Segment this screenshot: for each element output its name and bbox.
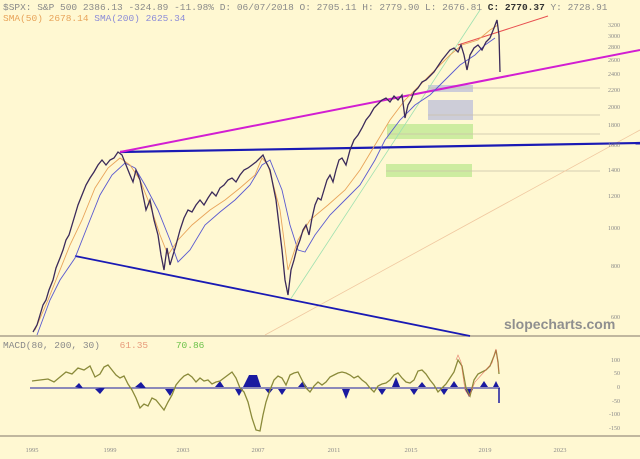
quote-header: $SPX: S&P 500 2386.13 -324.89 -11.98% D:… bbox=[3, 2, 608, 13]
date: 06/07/2018 bbox=[236, 2, 294, 13]
svg-text:3200: 3200 bbox=[608, 23, 620, 29]
svg-text:100: 100 bbox=[611, 358, 620, 364]
green-diagonal-line bbox=[289, 9, 481, 301]
svg-text:2015: 2015 bbox=[405, 447, 418, 454]
magenta-upper-trendline bbox=[119, 49, 640, 153]
svg-text:800: 800 bbox=[611, 264, 620, 270]
zone-green-1 bbox=[387, 124, 473, 139]
change: -324.89 bbox=[128, 2, 169, 13]
y-value: 2728.91 bbox=[567, 2, 608, 13]
zone-green-2 bbox=[386, 164, 472, 177]
svg-text:50: 50 bbox=[614, 371, 620, 377]
change-pct: -11.98% bbox=[174, 2, 215, 13]
zone-gray-2 bbox=[428, 100, 473, 120]
svg-text:1999: 1999 bbox=[104, 447, 117, 454]
sma50-line bbox=[34, 24, 499, 331]
sma-legend: SMA(50) 2678.14 SMA(200) 2625.34 bbox=[3, 13, 185, 24]
blue-horizontal-trendline bbox=[119, 141, 640, 154]
macd-pane bbox=[30, 348, 500, 432]
macd-legend: MACD(80, 200, 30) 61.35 70.86 bbox=[3, 340, 204, 351]
svg-text:1995: 1995 bbox=[26, 447, 39, 454]
low: 2676.81 bbox=[442, 2, 483, 13]
zone-gray-1 bbox=[428, 85, 473, 92]
svg-text:-100: -100 bbox=[609, 412, 620, 418]
orange-diagonal-line bbox=[264, 129, 640, 336]
macd-label: MACD(80, 200, 30) bbox=[3, 340, 100, 351]
open-label: O: bbox=[299, 2, 311, 13]
sma50-value: 2678.14 bbox=[48, 13, 89, 24]
svg-text:2003: 2003 bbox=[177, 447, 190, 454]
svg-text:-50: -50 bbox=[612, 399, 620, 405]
close-label: C: bbox=[487, 2, 500, 13]
svg-text:1800: 1800 bbox=[608, 123, 620, 129]
red-trendline bbox=[457, 15, 549, 46]
svg-text:2019: 2019 bbox=[479, 447, 492, 454]
sma200-line bbox=[36, 37, 496, 336]
sma200-value: 2625.34 bbox=[145, 13, 186, 24]
svg-text:2011: 2011 bbox=[328, 447, 341, 454]
macd-y-axis: 100 50 0 -50 -100 -150 bbox=[609, 358, 620, 432]
svg-text:3000: 3000 bbox=[608, 34, 620, 40]
svg-text:2800: 2800 bbox=[608, 45, 620, 51]
y-label: Y: bbox=[550, 2, 562, 13]
macd-signal-value: 70.86 bbox=[175, 340, 205, 351]
price-line bbox=[32, 19, 501, 333]
high: 2779.90 bbox=[379, 2, 420, 13]
price-zones bbox=[386, 85, 473, 177]
svg-text:1000: 1000 bbox=[608, 226, 620, 232]
close: 2770.37 bbox=[504, 2, 545, 13]
price-y-axis: 3200 3000 2800 2600 2400 2200 2000 1800 … bbox=[608, 23, 620, 321]
low-label: L: bbox=[425, 2, 437, 13]
svg-text:1400: 1400 bbox=[608, 168, 620, 174]
svg-text:2200: 2200 bbox=[608, 88, 620, 94]
svg-text:2007: 2007 bbox=[252, 447, 266, 454]
macd-line bbox=[31, 349, 500, 432]
symbol: $SPX: bbox=[3, 2, 32, 13]
svg-text:-150: -150 bbox=[609, 426, 620, 432]
svg-text:2400: 2400 bbox=[608, 72, 620, 78]
date-label: D: bbox=[219, 2, 232, 13]
svg-text:2023: 2023 bbox=[554, 447, 567, 454]
blue-lower-trendline bbox=[74, 255, 471, 337]
high-label: H: bbox=[362, 2, 374, 13]
last-price: 2386.13 bbox=[82, 2, 123, 13]
x-axis: 1995 1999 2003 2007 2011 2015 2019 2023 bbox=[26, 447, 567, 454]
svg-text:600: 600 bbox=[611, 315, 620, 321]
svg-text:1200: 1200 bbox=[608, 194, 620, 200]
svg-text:2600: 2600 bbox=[608, 58, 620, 64]
sma200-label: SMA(200) bbox=[94, 13, 140, 24]
signal-line bbox=[455, 348, 500, 397]
svg-text:0: 0 bbox=[617, 385, 620, 391]
open: 2705.11 bbox=[316, 2, 357, 13]
sma50-label: SMA(50) bbox=[3, 13, 43, 24]
macd-value: 61.35 bbox=[119, 340, 149, 351]
svg-text:2000: 2000 bbox=[608, 105, 620, 111]
watermark: slopecharts.com bbox=[504, 316, 616, 332]
symbol-name: S&P 500 bbox=[37, 2, 78, 13]
svg-text:1600: 1600 bbox=[608, 143, 620, 149]
